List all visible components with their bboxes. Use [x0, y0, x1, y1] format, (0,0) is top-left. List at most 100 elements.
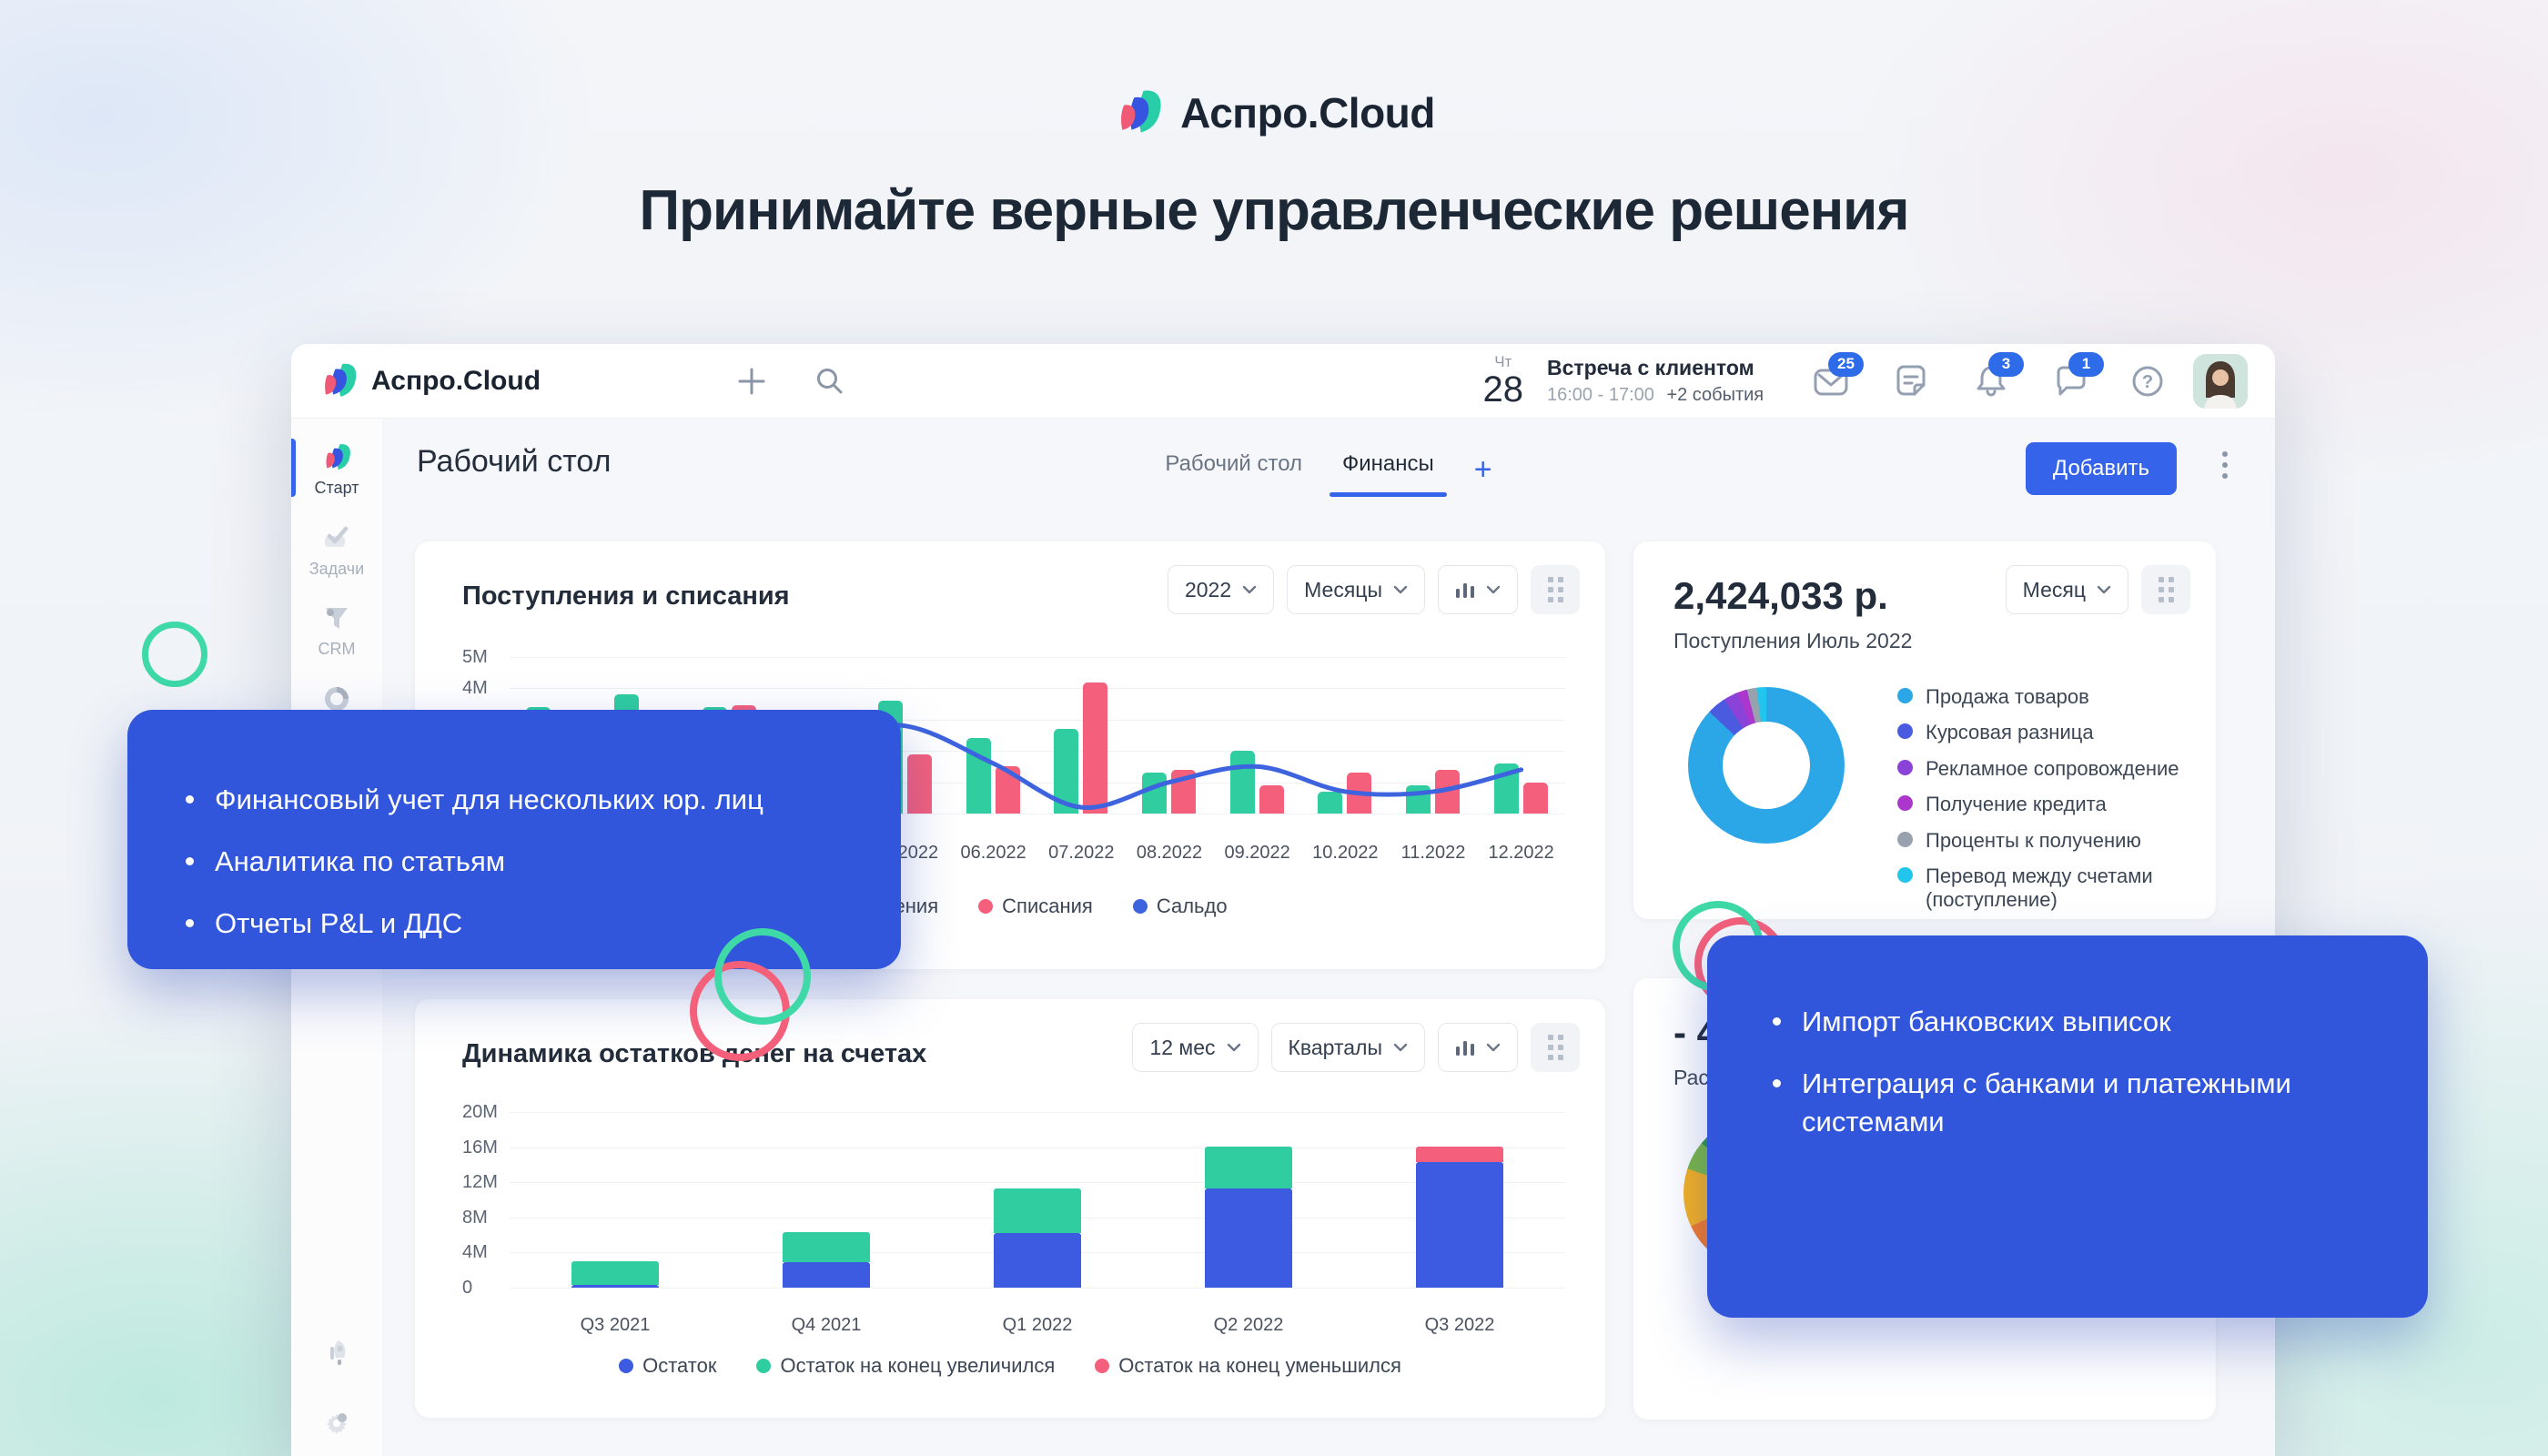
legend-label: Получение кредита [1926, 793, 2107, 816]
chevron-down-icon [1227, 1043, 1241, 1052]
legend-dot-icon [1132, 899, 1148, 914]
sidebar-item-CRM[interactable]: CRM [291, 602, 382, 659]
legend-dot-icon [1897, 831, 1913, 847]
legend-item: Перевод между счетами (поступление) [1897, 864, 2198, 913]
x-axis-tick: 10.2022 [1312, 843, 1379, 863]
drag-handle[interactable] [1531, 565, 1580, 614]
y-axis-tick: 12M [462, 1172, 498, 1193]
x-axis-tick: Q4 2021 [791, 1315, 862, 1335]
bar-Поступления-11.2022 [1406, 785, 1431, 814]
bar-Поступления-09.2022 [1229, 751, 1255, 814]
gridline [510, 1112, 1565, 1113]
stack-bar-Остаток на конец увеличился-Q4 2021 [783, 1232, 870, 1262]
deco-ring-teal-center [714, 928, 811, 1025]
stack-bar-Остаток-Q3 2021 [571, 1285, 659, 1288]
event-time: 16:00 - 17:00 [1547, 385, 1654, 406]
x-axis-tick: 06.2022 [960, 843, 1026, 863]
date-weekday: Чт [1494, 353, 1512, 370]
chat-icon[interactable]: 1 [2051, 351, 2104, 401]
window-topbar: Аспро.Cloud Чт 28 Встреча с клиентом 16:… [291, 344, 2275, 419]
chart-type-select[interactable] [1438, 1023, 1518, 1072]
x-axis-tick: 07.2022 [1048, 843, 1115, 863]
chat-badge: 1 [2068, 351, 2104, 377]
legend-dot-icon [1897, 795, 1913, 812]
stack-bar-Остаток на конец увеличился-Q2 2022 [1205, 1146, 1292, 1188]
gridline [510, 657, 1565, 658]
legend-item: Получение кредита [1897, 793, 2198, 816]
legend-dot-icon [978, 899, 994, 914]
card-balance-dynamics: Динамика остатков денег на счетах 12 мес… [415, 999, 1605, 1418]
chevron-down-icon [1486, 1043, 1501, 1052]
app-logo-icon [318, 361, 359, 401]
stack-bar-Остаток на конец уменьшился-Q3 2022 [1416, 1146, 1503, 1162]
help-icon[interactable]: ? [2128, 361, 2168, 401]
stack-bar-Остаток-Q1 2022 [994, 1233, 1081, 1288]
sidebar-item-label: CRM [318, 640, 356, 659]
drag-handle[interactable] [1531, 1023, 1580, 1072]
mail-icon[interactable]: 25 [1811, 351, 1864, 401]
card-controls: Месяц [2005, 565, 2190, 614]
date-day: 28 [1482, 369, 1524, 410]
sidebar-item-label: Старт [314, 479, 359, 497]
bar-chart-icon [1455, 1038, 1475, 1057]
x-axis-tick: 08.2022 [1136, 843, 1203, 863]
bar-Поступления-08.2022 [1142, 773, 1167, 814]
range-select[interactable]: 12 мес [1132, 1023, 1259, 1072]
plus-icon[interactable] [732, 361, 772, 401]
year-select[interactable]: 2022 [1167, 565, 1275, 614]
deco-ring-teal-left [142, 622, 207, 687]
bell-icon[interactable]: 3 [1971, 351, 2024, 401]
callout-bullet: Интеграция с банками и платежными систем… [1765, 1065, 2379, 1141]
mail-badge: 25 [1828, 351, 1864, 377]
period-select[interactable]: Кварталы [1270, 1023, 1425, 1072]
card-controls: 12 мес Кварталы [1132, 1023, 1580, 1072]
sidebar-item-hidden[interactable] [291, 682, 382, 721]
page-headline: Принимайте верные управленческие решения [639, 179, 1910, 242]
callout-bullets: Импорт банковских выписок Интеграция с ба… [1765, 1003, 2379, 1141]
rocket-icon[interactable] [320, 1336, 353, 1369]
callout-bullet: Импорт банковских выписок [1765, 1003, 2379, 1041]
y-axis-tick: 5M [462, 647, 488, 667]
card-title: Поступления и списания [462, 581, 790, 611]
x-axis-tick: Q3 2021 [580, 1315, 651, 1335]
app-logo-text: Аспро.Cloud [371, 365, 541, 396]
sidebar-item-Задачи[interactable]: Задачи [291, 521, 382, 579]
x-axis-tick: Q2 2022 [1213, 1315, 1284, 1335]
y-axis-tick: 8M [462, 1207, 488, 1228]
chevron-down-icon [1242, 585, 1257, 594]
legend-item: Остаток на конец уменьшился [1095, 1354, 1401, 1378]
gear-icon[interactable] [320, 1407, 353, 1440]
add-tab-icon[interactable]: + [1473, 451, 1492, 487]
bar-chart-icon [1455, 581, 1475, 599]
tab-bar: Рабочий стол Финансы + [382, 451, 2275, 497]
period-select[interactable]: Месяцы [1287, 565, 1425, 614]
avatar[interactable] [2193, 353, 2248, 409]
legend-dot-icon [619, 1359, 634, 1373]
x-axis-tick: Q1 2022 [1002, 1315, 1073, 1335]
legend-label: Проценты к получению [1926, 828, 2141, 852]
drag-handle[interactable] [2141, 565, 2190, 614]
gridline [510, 1288, 1565, 1289]
tab-finance[interactable]: Финансы [1330, 451, 1447, 497]
tab-dashboard[interactable]: Рабочий стол [1165, 451, 1303, 476]
callout-bullets: Финансовый учет для нескольких юр. лиц Ан… [178, 781, 846, 943]
card-incomes-donut: 2,424,033 р. Поступления Июль 2022 Месяц… [1633, 541, 2216, 919]
calendar-date[interactable]: Чт 28 [1483, 354, 1524, 408]
stack-bar-Остаток на конец увеличился-Q1 2022 [994, 1188, 1081, 1234]
bar-Списания-05.2022 [907, 753, 932, 814]
bar-Поступления-10.2022 [1318, 791, 1343, 814]
stack-bar-Остаток-Q4 2021 [783, 1262, 870, 1288]
kebab-menu-icon[interactable] [2222, 451, 2228, 479]
period-select[interactable]: Месяц [2005, 565, 2128, 614]
event-block[interactable]: Встреча с клиентом 16:00 - 17:00 +2 собы… [1547, 355, 1774, 408]
add-button[interactable]: Добавить [2025, 442, 2177, 495]
note-icon[interactable] [1891, 361, 1931, 401]
x-axis-tick: 09.2022 [1224, 843, 1290, 863]
stacked-bar-chart: 20M 16M 12M 8M 4M 0 Q3 2021 Q4 2021 Q1 2022 Q2 20… [462, 1102, 1565, 1335]
search-icon[interactable] [810, 361, 850, 401]
sidebar-item-Старт[interactable]: Старт [291, 439, 382, 498]
chart-type-select[interactable] [1438, 565, 1518, 614]
gridline [510, 688, 1565, 690]
legend-dot-icon [1095, 1359, 1110, 1373]
